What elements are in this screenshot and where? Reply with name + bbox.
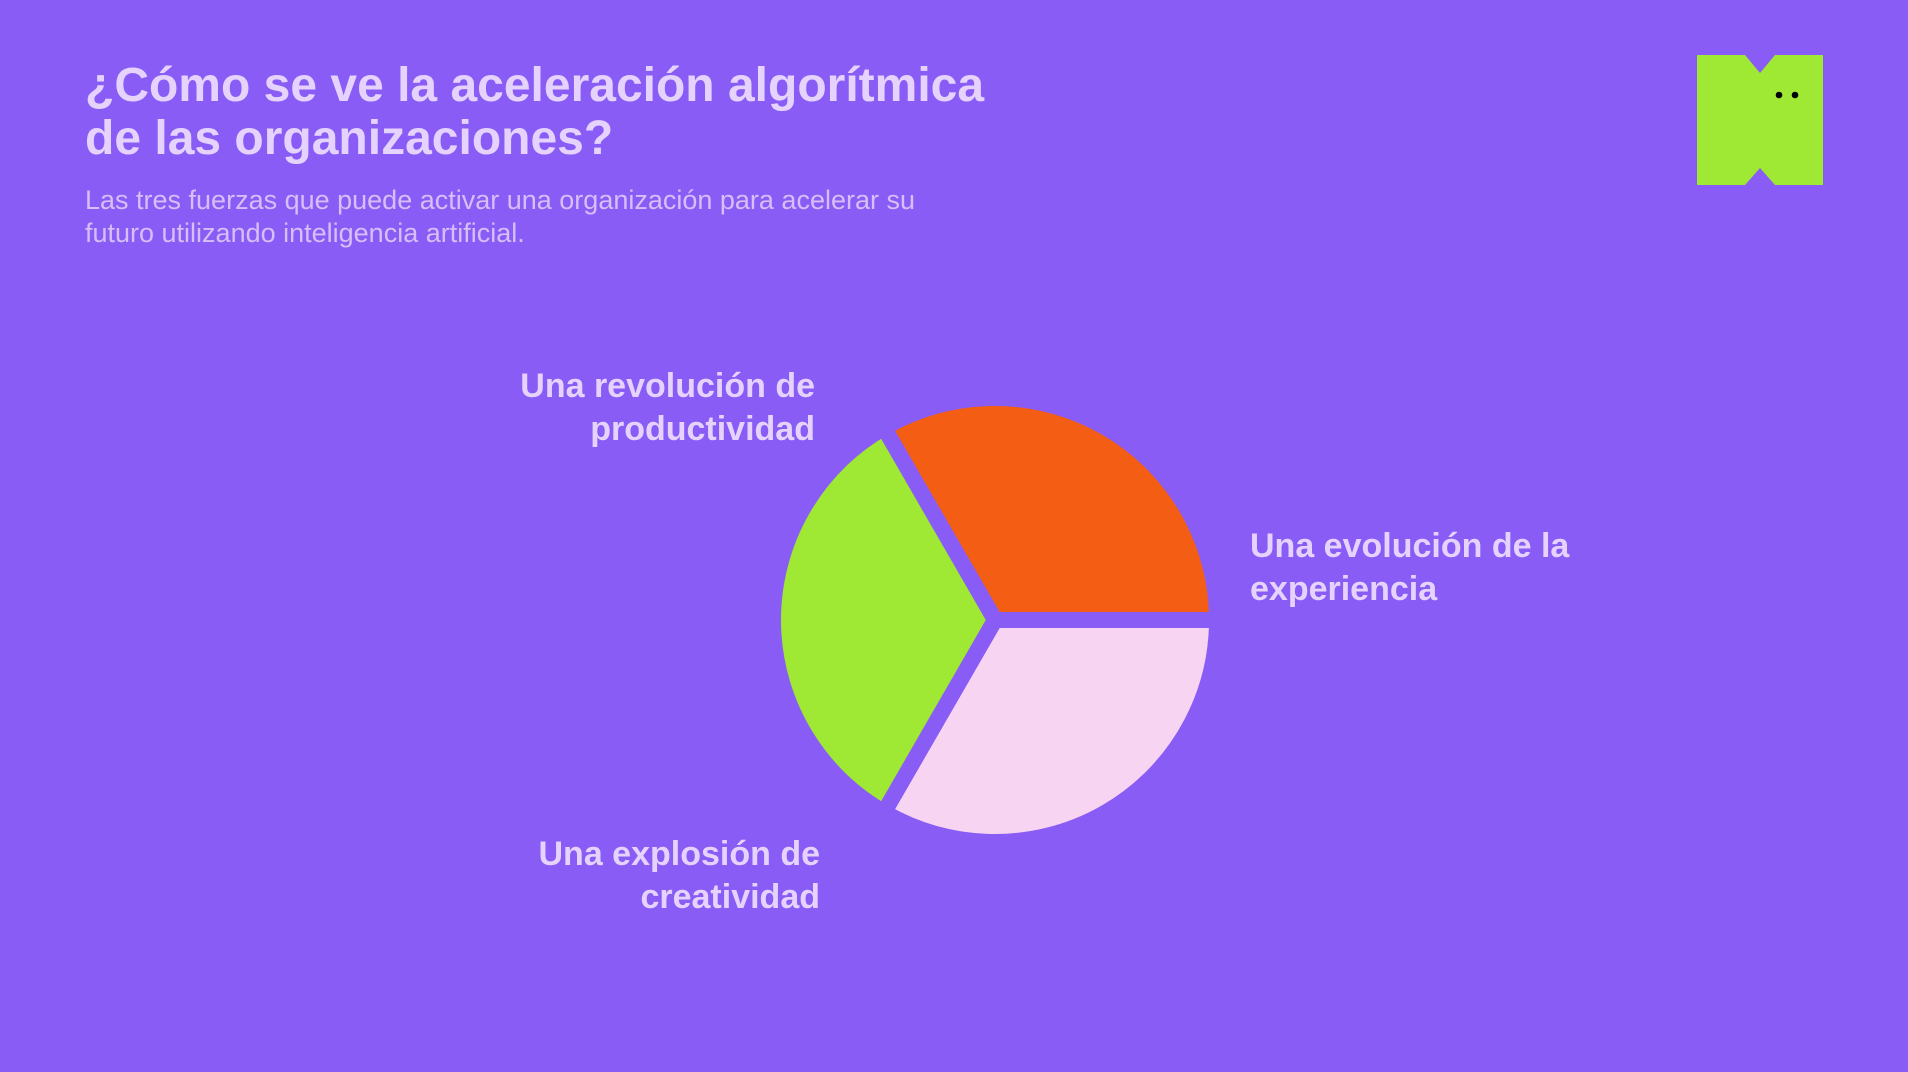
pie-chart [757,382,1233,858]
slice-label-creatividad: Una explosión de creatividad [500,833,820,918]
slice-label-productividad: Una revolución de productividad [435,365,815,450]
slice-label-experiencia: Una evolución de la experiencia [1250,525,1610,610]
slide-container: ¿Cómo se ve la aceleración algorítmica d… [0,0,1908,1072]
pie-chart-area: Una revolución de productividad Una expl… [0,0,1908,1072]
